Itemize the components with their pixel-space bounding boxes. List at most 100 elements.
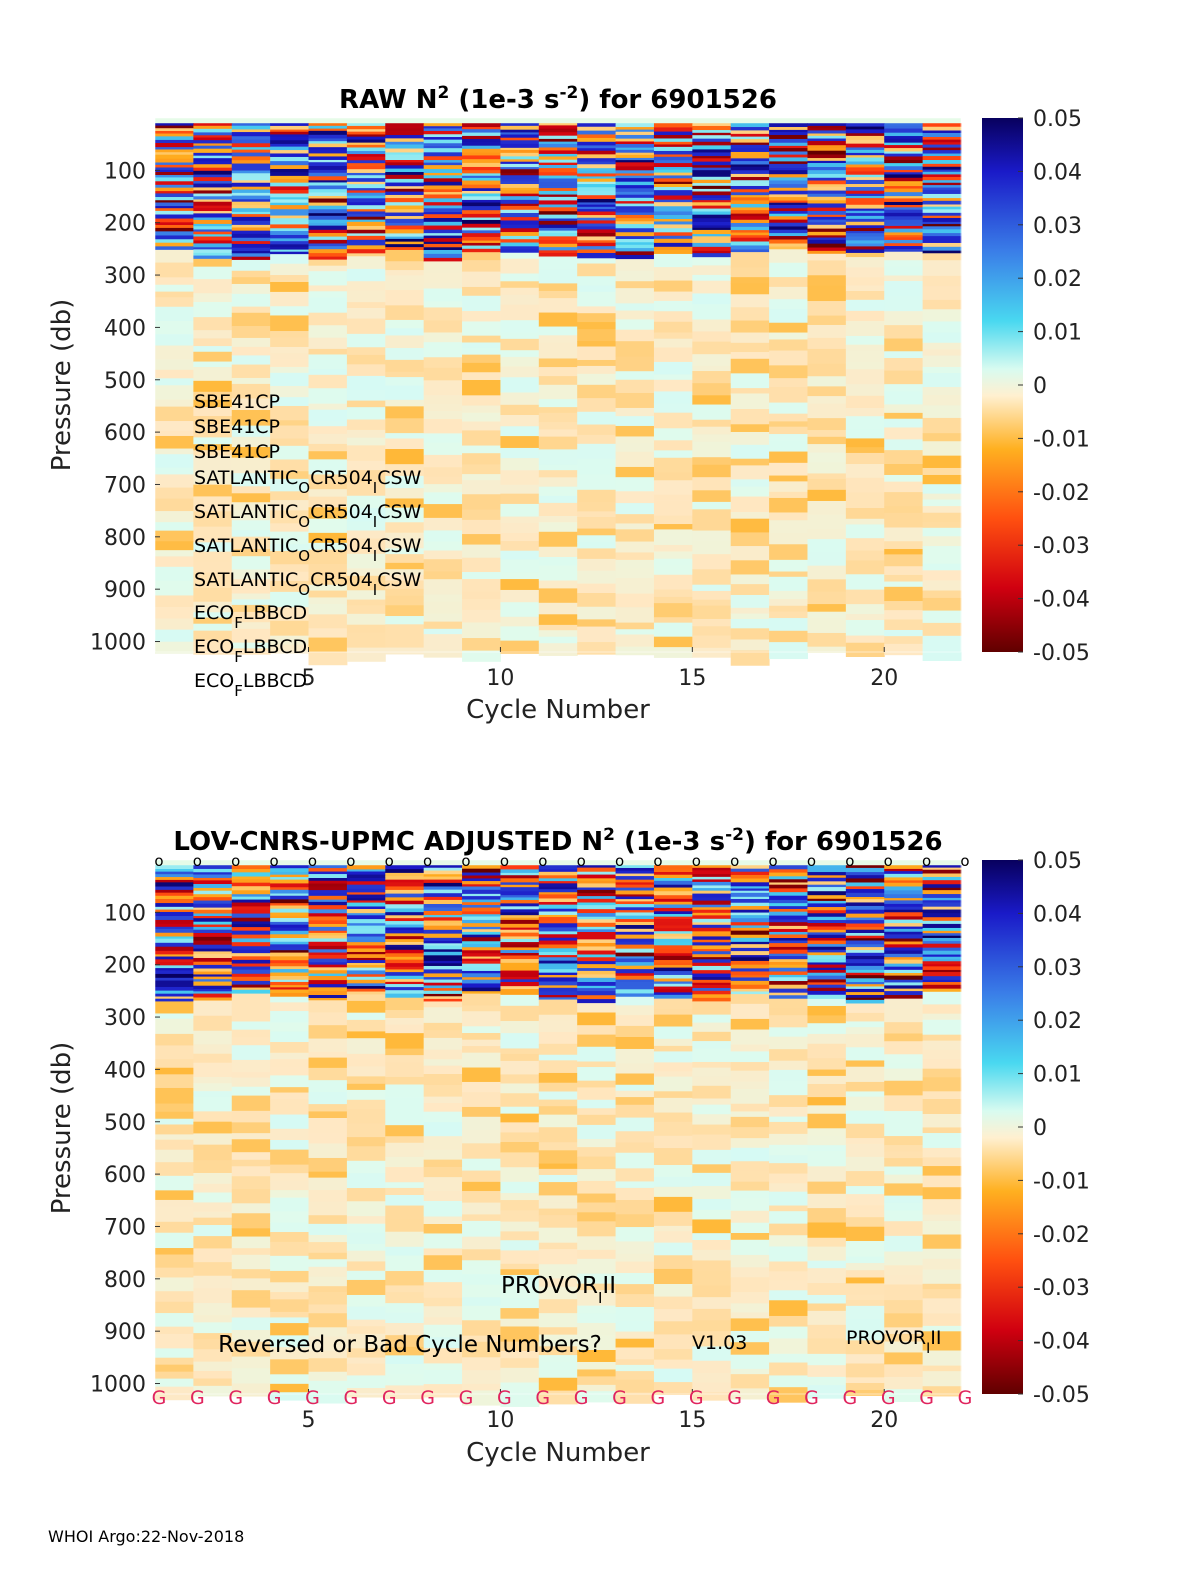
heatmap-cell	[769, 277, 808, 288]
heatmap-cell	[231, 1159, 271, 1167]
heatmap-cell	[346, 242, 386, 246]
heatmap-cell	[270, 889, 310, 894]
heatmap-cell	[231, 953, 271, 957]
qc-flag-top: o	[577, 852, 586, 870]
heatmap-cell	[308, 1190, 348, 1202]
heatmap-cell	[769, 177, 808, 181]
heatmap-cell	[807, 167, 847, 171]
heatmap-cell	[538, 190, 578, 195]
heatmap-cell	[270, 523, 310, 533]
heatmap-cell	[845, 896, 885, 900]
heatmap-cell	[155, 511, 194, 523]
heatmap-cell	[500, 944, 540, 948]
heatmap-cell	[346, 123, 386, 127]
heatmap-cell	[538, 892, 578, 895]
heatmap-cell	[807, 158, 847, 162]
heatmap-cell	[193, 226, 233, 230]
heatmap-cell	[423, 504, 463, 519]
heatmap-cell	[462, 599, 501, 611]
heatmap-cell	[193, 399, 233, 408]
heatmap-cell	[462, 638, 501, 652]
heatmap-cell	[423, 865, 463, 869]
heatmap-cell	[308, 297, 348, 314]
heatmap-cell	[538, 881, 578, 884]
heatmap-cell	[500, 484, 540, 495]
heatmap-cell	[423, 404, 463, 412]
heatmap-cell	[922, 597, 962, 611]
heatmap-cell	[922, 1004, 962, 1015]
heatmap-cell	[769, 981, 808, 986]
heatmap-cell	[730, 896, 770, 900]
heatmap-cell	[155, 629, 194, 643]
heatmap-cell	[308, 1380, 348, 1394]
heatmap-cell	[730, 1138, 770, 1149]
heatmap-cell	[155, 284, 194, 293]
heatmap-cell	[653, 1176, 693, 1188]
heatmap-cell	[577, 229, 617, 234]
heatmap-cell	[462, 286, 501, 297]
heatmap-cell	[577, 187, 617, 192]
heatmap-cell	[615, 979, 655, 983]
heatmap-cell	[807, 403, 847, 419]
heatmap-cell	[462, 937, 501, 942]
heatmap-cell	[692, 176, 732, 181]
heatmap-cell	[769, 934, 808, 939]
heatmap-cell	[308, 995, 348, 999]
heatmap-cell	[807, 907, 847, 911]
heatmap-cell	[155, 385, 194, 401]
heatmap-cell	[308, 222, 348, 227]
heatmap-cell	[385, 138, 425, 143]
heatmap-cell	[922, 286, 962, 301]
heatmap-cell	[884, 275, 924, 282]
heatmap-cell	[155, 946, 194, 952]
heatmap-cell	[730, 930, 770, 936]
heatmap-cell	[346, 974, 386, 978]
heatmap-cell	[769, 571, 808, 578]
heatmap-cell	[615, 1379, 655, 1393]
heatmap-cell	[308, 169, 348, 174]
heatmap-cell	[270, 211, 310, 216]
heatmap-cell	[807, 1208, 847, 1223]
heatmap-cell	[730, 213, 770, 217]
y-tick-label: 300	[104, 1006, 146, 1031]
heatmap-cell	[577, 202, 617, 206]
heatmap-cell	[692, 246, 732, 252]
heatmap-cell	[308, 886, 348, 891]
heatmap-cell	[692, 1270, 732, 1286]
heatmap-cell	[845, 477, 885, 493]
heatmap-cell	[615, 288, 655, 304]
qc-flag-top: o	[500, 852, 509, 870]
heatmap-cell	[769, 322, 808, 333]
heatmap-cell	[346, 268, 386, 282]
heatmap-cell	[423, 134, 463, 138]
heatmap-cell	[922, 923, 962, 929]
heatmap-cell	[577, 916, 617, 920]
heatmap-cell	[692, 957, 732, 960]
heatmap-cell	[308, 192, 348, 197]
heatmap-cell	[270, 1180, 310, 1191]
heatmap-cell	[807, 228, 847, 233]
heatmap-cell	[231, 256, 271, 261]
heatmap-cell	[500, 938, 540, 943]
heatmap-cell	[692, 250, 732, 254]
heatmap-cell	[577, 220, 617, 224]
heatmap-cell	[577, 887, 617, 891]
heatmap-cell	[346, 175, 386, 179]
heatmap-cell	[308, 354, 348, 370]
heatmap-cell	[270, 353, 310, 360]
heatmap-cell	[845, 407, 885, 417]
heatmap-cell	[769, 922, 808, 927]
heatmap-cell	[155, 246, 194, 251]
heatmap-cell	[193, 279, 233, 294]
heatmap-cell	[730, 1088, 770, 1105]
heatmap-cell	[922, 954, 962, 958]
heatmap-cell	[231, 180, 271, 184]
heatmap-cell	[500, 137, 540, 141]
heatmap-cell	[231, 872, 271, 877]
heatmap-cell	[884, 909, 924, 913]
heatmap-cell	[692, 341, 732, 355]
heatmap-cell	[538, 630, 578, 638]
heatmap-cell	[807, 868, 847, 873]
heatmap-cell	[922, 156, 962, 161]
heatmap-cell	[423, 893, 463, 898]
